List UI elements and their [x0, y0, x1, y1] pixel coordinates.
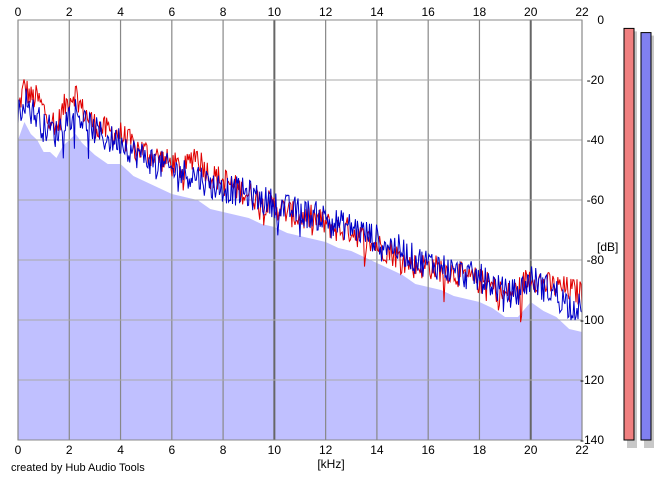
x-tick-label-top: 14	[370, 5, 384, 19]
series-layer	[17, 79, 583, 323]
x-tick-label-top: 2	[66, 5, 73, 19]
x-tick-label-bottom: 16	[422, 443, 436, 457]
level-meters	[623, 27, 654, 449]
blue-series-line	[17, 88, 583, 321]
y-tick-label: -20	[587, 73, 605, 87]
x-tick-label-bottom: 12	[319, 443, 333, 457]
x-tick-label-top: 10	[268, 5, 282, 19]
y-tick-label: -60	[587, 193, 605, 207]
y-tick-label: -140	[580, 433, 604, 447]
y-tick-labels: 0 -20 -40 -60 -80 -100 -120 -140	[580, 13, 604, 447]
level-meter-bar	[640, 32, 652, 441]
x-tick-label-bottom: 22	[575, 443, 589, 457]
x-tick-label-bottom: 18	[473, 443, 487, 457]
y-tick-label: -40	[587, 133, 605, 147]
x-tick-label-top: 4	[117, 5, 124, 19]
y-tick-label: -100	[580, 313, 604, 327]
x-tick-label-bottom: 2	[66, 443, 73, 457]
level-meter-bar	[623, 27, 635, 441]
x-tick-label-top: 20	[524, 5, 538, 19]
x-axis-label: [kHz]	[317, 457, 344, 471]
x-tick-label-bottom: 0	[15, 443, 22, 457]
x-tick-label-top: 8	[220, 5, 227, 19]
x-tick-label-top: 22	[575, 5, 589, 19]
x-tick-label-top: 0	[15, 5, 22, 19]
x-tick-label-top: 18	[473, 5, 487, 19]
y-tick-label: -120	[580, 373, 604, 387]
x-tick-label-bottom: 20	[524, 443, 538, 457]
x-tick-label-top: 16	[422, 5, 436, 19]
plot-frame	[17, 19, 583, 441]
x-tick-label-bottom: 14	[370, 443, 384, 457]
x-tick-label-bottom: 8	[220, 443, 227, 457]
x-tick-label-bottom: 10	[268, 443, 282, 457]
spectrum-fill-layer	[18, 122, 582, 440]
y-tick-label: 0	[597, 13, 604, 27]
x-tick-label-bottom: 4	[117, 443, 124, 457]
x-tick-label-top: 12	[319, 5, 333, 19]
spectrum-fill-area	[18, 122, 582, 440]
x-tick-label-top: 6	[168, 5, 175, 19]
y-axis-label: [dB]	[597, 240, 618, 254]
y-tick-label: -80	[587, 253, 605, 267]
x-tick-label-bottom: 6	[168, 443, 175, 457]
credit-text: created by Hub Audio Tools	[11, 462, 145, 474]
